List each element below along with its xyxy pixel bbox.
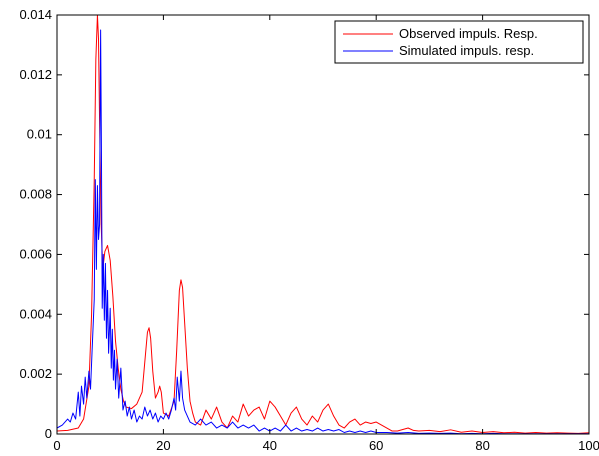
y-tick-label: 0.006 — [19, 246, 52, 261]
x-tick-label: 40 — [263, 438, 277, 453]
axes-layer: 0 20 40 60 80 100 0 0.002 0.004 0.006 0.008 0.01 0.0… — [19, 7, 599, 453]
series-line-observed — [57, 15, 589, 434]
legend-label: Simulated impuls. resp. — [399, 43, 534, 58]
legend: Observed impuls. Resp. Simulated impuls. … — [334, 20, 584, 64]
y-tick-label: 0 — [45, 426, 52, 441]
y-tick-label: 0.014 — [19, 7, 52, 22]
legend-box — [334, 20, 584, 64]
y-tick-label: 0.01 — [27, 127, 52, 142]
y-tick-label: 0.008 — [19, 187, 52, 202]
y-tick-label: 0.012 — [19, 67, 52, 82]
y-tick-label: 0.004 — [19, 306, 52, 321]
y-tick-label: 0.002 — [19, 366, 52, 381]
series-layer — [57, 15, 589, 434]
series-line-simulated — [57, 29, 589, 434]
x-tick-label: 100 — [578, 438, 599, 453]
legend-label: Observed impuls. Resp. — [399, 26, 538, 41]
plot-frame — [56, 14, 590, 435]
x-tick-label: 60 — [369, 438, 383, 453]
x-tick-label: 80 — [475, 438, 489, 453]
x-tick-label: 0 — [53, 438, 60, 453]
x-tick-label: 20 — [156, 438, 170, 453]
